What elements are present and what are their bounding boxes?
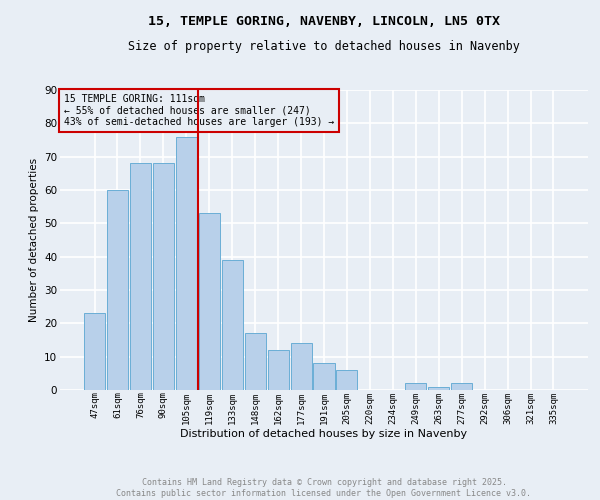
Bar <box>451 384 472 390</box>
Bar <box>84 314 105 390</box>
Bar <box>337 370 358 390</box>
Bar <box>130 164 151 390</box>
Bar <box>221 260 243 390</box>
Bar <box>268 350 289 390</box>
Bar <box>245 334 266 390</box>
Bar <box>153 164 174 390</box>
Bar <box>290 344 311 390</box>
Text: Contains HM Land Registry data © Crown copyright and database right 2025.
Contai: Contains HM Land Registry data © Crown c… <box>116 478 532 498</box>
Text: Size of property relative to detached houses in Navenby: Size of property relative to detached ho… <box>128 40 520 53</box>
Bar <box>199 214 220 390</box>
Y-axis label: Number of detached properties: Number of detached properties <box>29 158 38 322</box>
Bar <box>313 364 335 390</box>
Text: 15 TEMPLE GORING: 111sqm
← 55% of detached houses are smaller (247)
43% of semi-: 15 TEMPLE GORING: 111sqm ← 55% of detach… <box>64 94 334 128</box>
Bar <box>428 386 449 390</box>
Bar <box>405 384 427 390</box>
Bar <box>176 136 197 390</box>
Text: 15, TEMPLE GORING, NAVENBY, LINCOLN, LN5 0TX: 15, TEMPLE GORING, NAVENBY, LINCOLN, LN5… <box>148 15 500 28</box>
X-axis label: Distribution of detached houses by size in Navenby: Distribution of detached houses by size … <box>181 429 467 439</box>
Bar <box>107 190 128 390</box>
